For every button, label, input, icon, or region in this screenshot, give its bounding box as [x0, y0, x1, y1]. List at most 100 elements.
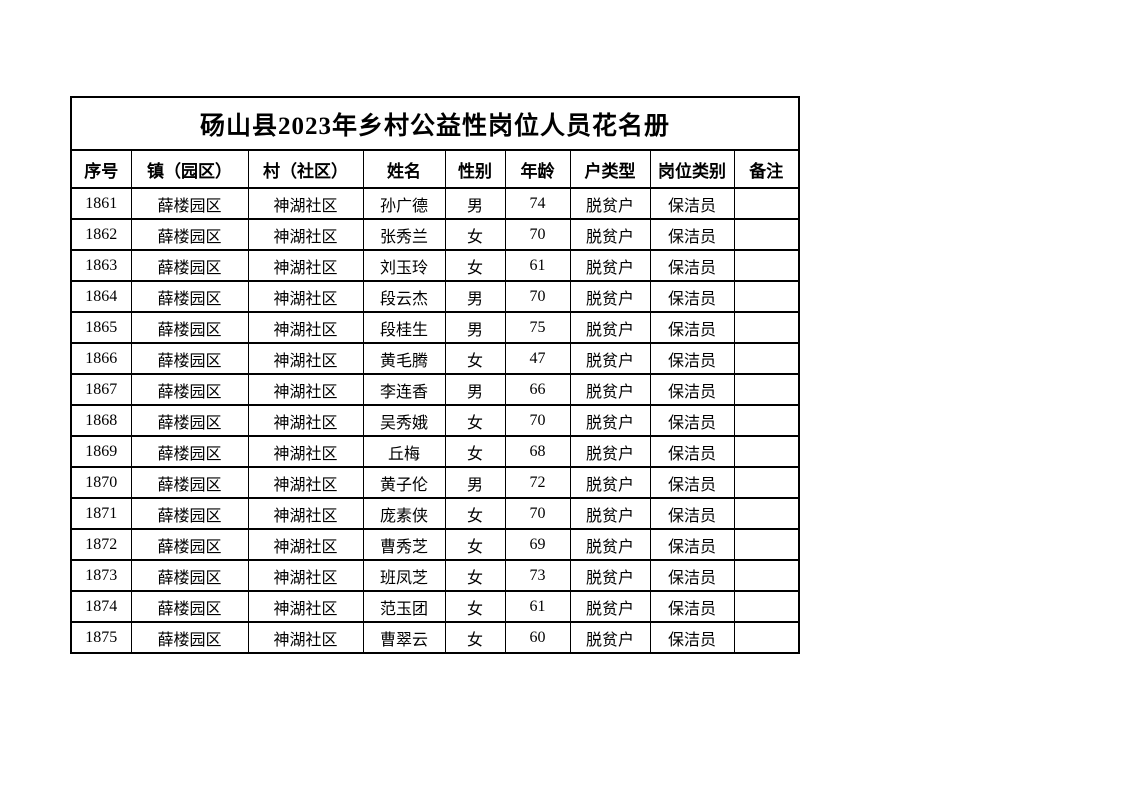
- cell-name: 段桂生: [362, 311, 446, 344]
- cell-index: 1864: [70, 280, 132, 313]
- header-index: 序号: [70, 149, 132, 189]
- cell-name: 班凤芝: [362, 559, 446, 592]
- cell-job-category: 保洁员: [649, 249, 735, 282]
- cell-town: 薛楼园区: [130, 621, 249, 654]
- cell-town: 薛楼园区: [130, 187, 249, 220]
- cell-index: 1862: [70, 218, 132, 251]
- cell-job-category: 保洁员: [649, 559, 735, 592]
- cell-age: 73: [504, 559, 571, 592]
- cell-town: 薛楼园区: [130, 497, 249, 530]
- header-gender: 性别: [444, 149, 506, 189]
- cell-household-type: 脱贫户: [569, 621, 651, 654]
- cell-index: 1863: [70, 249, 132, 282]
- cell-remark: [733, 373, 800, 406]
- cell-index: 1861: [70, 187, 132, 220]
- cell-village: 神湖社区: [247, 280, 364, 313]
- cell-remark: [733, 249, 800, 282]
- table-row: 1874 薛楼园区 神湖社区 范玉团女 61 脱贫户 保洁员: [70, 590, 800, 623]
- cell-age: 70: [504, 218, 571, 251]
- cell-gender: 女: [444, 497, 506, 530]
- cell-household-type: 脱贫户: [569, 590, 651, 623]
- header-age: 年龄: [504, 149, 571, 189]
- cell-town: 薛楼园区: [130, 280, 249, 313]
- table-row: 1873 薛楼园区 神湖社区 班凤芝女 73 脱贫户 保洁员: [70, 559, 800, 592]
- cell-household-type: 脱贫户: [569, 466, 651, 499]
- cell-household-type: 脱贫户: [569, 404, 651, 437]
- cell-town: 薛楼园区: [130, 373, 249, 406]
- cell-town: 薛楼园区: [130, 590, 249, 623]
- header-row: 序号 镇（园区） 村（社区） 姓名 性别 年龄 户类型 岗位类别 备注: [70, 149, 800, 189]
- cell-village: 神湖社区: [247, 435, 364, 468]
- cell-remark: [733, 311, 800, 344]
- cell-age: 69: [504, 528, 571, 561]
- cell-index: 1874: [70, 590, 132, 623]
- cell-remark: [733, 590, 800, 623]
- cell-town: 薛楼园区: [130, 249, 249, 282]
- title-row: 砀山县2023年乡村公益性岗位人员花名册: [70, 96, 800, 151]
- cell-age: 70: [504, 497, 571, 530]
- header-name: 姓名: [362, 149, 446, 189]
- cell-remark: [733, 466, 800, 499]
- cell-household-type: 脱贫户: [569, 373, 651, 406]
- cell-town: 薛楼园区: [130, 404, 249, 437]
- cell-village: 神湖社区: [247, 249, 364, 282]
- table-row: 1871 薛楼园区 神湖社区 庞素侠女 70 脱贫户 保洁员: [70, 497, 800, 530]
- cell-village: 神湖社区: [247, 559, 364, 592]
- cell-town: 薛楼园区: [130, 311, 249, 344]
- cell-age: 66: [504, 373, 571, 406]
- cell-household-type: 脱贫户: [569, 187, 651, 220]
- cell-gender: 女: [444, 404, 506, 437]
- cell-index: 1873: [70, 559, 132, 592]
- table-row: 1875 薛楼园区 神湖社区 曹翠云女 60 脱贫户 保洁员: [70, 621, 800, 654]
- cell-village: 神湖社区: [247, 311, 364, 344]
- cell-gender: 女: [444, 559, 506, 592]
- cell-town: 薛楼园区: [130, 559, 249, 592]
- cell-village: 神湖社区: [247, 218, 364, 251]
- cell-household-type: 脱贫户: [569, 342, 651, 375]
- table-row: 1870 薛楼园区 神湖社区 黄子伦男 72 脱贫户 保洁员: [70, 466, 800, 499]
- cell-gender: 男: [444, 187, 506, 220]
- table-row: 1864 薛楼园区 神湖社区 段云杰男 70 脱贫户 保洁员: [70, 280, 800, 313]
- cell-village: 神湖社区: [247, 528, 364, 561]
- header-remark: 备注: [733, 149, 800, 189]
- table-row: 1867 薛楼园区 神湖社区 李连香男 66 脱贫户 保洁员: [70, 373, 800, 406]
- cell-remark: [733, 497, 800, 530]
- cell-gender: 女: [444, 528, 506, 561]
- table-row: 1862 薛楼园区 神湖社区 张秀兰女 70 脱贫户 保洁员: [70, 218, 800, 251]
- cell-name: 范玉团: [362, 590, 446, 623]
- cell-gender: 女: [444, 342, 506, 375]
- header-village: 村（社区）: [247, 149, 364, 189]
- cell-name: 丘梅: [362, 435, 446, 468]
- cell-index: 1869: [70, 435, 132, 468]
- cell-name: 吴秀娥: [362, 404, 446, 437]
- cell-job-category: 保洁员: [649, 404, 735, 437]
- cell-gender: 男: [444, 311, 506, 344]
- cell-index: 1871: [70, 497, 132, 530]
- cell-village: 神湖社区: [247, 187, 364, 220]
- cell-job-category: 保洁员: [649, 497, 735, 530]
- cell-gender: 女: [444, 249, 506, 282]
- cell-index: 1870: [70, 466, 132, 499]
- cell-town: 薛楼园区: [130, 435, 249, 468]
- table-title: 砀山县2023年乡村公益性岗位人员花名册: [70, 96, 800, 151]
- cell-index: 1868: [70, 404, 132, 437]
- table-row: 1863 薛楼园区 神湖社区 刘玉玲女 61 脱贫户 保洁员: [70, 249, 800, 282]
- cell-job-category: 保洁员: [649, 621, 735, 654]
- cell-age: 60: [504, 621, 571, 654]
- cell-village: 神湖社区: [247, 342, 364, 375]
- cell-village: 神湖社区: [247, 497, 364, 530]
- table-row: 1865 薛楼园区 神湖社区 段桂生男 75 脱贫户 保洁员: [70, 311, 800, 344]
- cell-age: 61: [504, 590, 571, 623]
- cell-remark: [733, 435, 800, 468]
- cell-village: 神湖社区: [247, 590, 364, 623]
- cell-household-type: 脱贫户: [569, 249, 651, 282]
- cell-name: 李连香: [362, 373, 446, 406]
- cell-job-category: 保洁员: [649, 280, 735, 313]
- cell-household-type: 脱贫户: [569, 280, 651, 313]
- cell-age: 70: [504, 280, 571, 313]
- cell-job-category: 保洁员: [649, 528, 735, 561]
- cell-gender: 女: [444, 435, 506, 468]
- cell-remark: [733, 559, 800, 592]
- table-row: 1861 薛楼园区 神湖社区 孙广德男 74 脱贫户 保洁员: [70, 187, 800, 220]
